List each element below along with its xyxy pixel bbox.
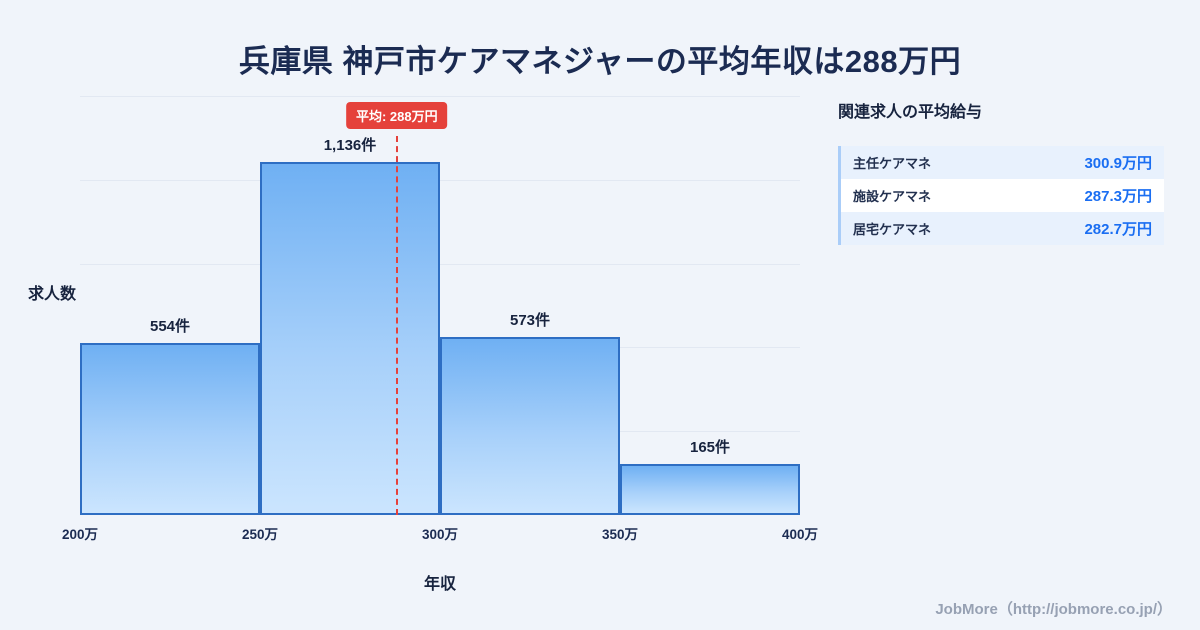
gridline — [80, 263, 800, 265]
histogram-bar — [440, 337, 620, 515]
salary-row: 居宅ケアマネ 282.7万円 — [841, 212, 1164, 245]
salary-row: 主任ケアマネ 300.9万円 — [841, 146, 1164, 179]
related-salary-heading: 関連求人の平均給与 — [838, 104, 983, 121]
histogram-bar — [80, 343, 260, 515]
x-axis-tick-label: 400万 — [781, 527, 819, 542]
related-salary-panel: 関連求人の平均給与 主任ケアマネ 300.9万円施設ケアマネ 287.3万円居宅ケア… — [838, 98, 1164, 245]
histogram-column: 573件 — [440, 96, 620, 515]
histogram-bar — [620, 463, 800, 515]
x-axis-ticks: 200万 250万 300万 350万 400万 — [62, 523, 818, 543]
histogram-bar — [260, 162, 440, 515]
x-axis-label: 年収 — [423, 576, 456, 593]
mean-dashed-line — [395, 136, 398, 515]
mean-value-badge: 平均: 288万円 — [345, 102, 448, 129]
gridline — [80, 179, 800, 181]
salary-row-label: 主任ケアマネ — [853, 156, 932, 171]
gridline — [80, 96, 800, 97]
histogram-column: 165件 — [620, 96, 800, 515]
site-credit: JobMore（http://jobmore.co.jp/） — [935, 601, 1172, 618]
bar-count-label: 1,136件 — [323, 137, 377, 155]
x-axis-tick-label: 250万 — [241, 527, 279, 542]
bar-count-label: 165件 — [689, 438, 731, 456]
salary-row-label: 居宅ケアマネ — [853, 222, 932, 237]
page-title: 兵庫県 神戸市ケアマネジャーの平均年収は288万円 — [238, 44, 962, 79]
histogram-plot-area: 554件 1,136件 573件 165件 平均: 288万円 — [80, 96, 800, 515]
histogram-column: 1,136件 — [260, 96, 440, 515]
salary-row-value: 287.3万円 — [1084, 188, 1152, 205]
salary-row-label: 施設ケアマネ — [853, 189, 932, 204]
x-axis-tick-label: 300万 — [421, 527, 459, 542]
bar-count-label: 554件 — [149, 318, 191, 336]
salary-row-value: 300.9万円 — [1084, 155, 1152, 172]
salary-row-value: 282.7万円 — [1084, 221, 1152, 238]
salary-row: 施設ケアマネ 287.3万円 — [841, 179, 1164, 212]
x-axis-tick-label: 350万 — [601, 527, 639, 542]
related-salary-table: 主任ケアマネ 300.9万円施設ケアマネ 287.3万円居宅ケアマネ 282.7万円 — [838, 146, 1164, 245]
x-axis-tick-label: 200万 — [61, 527, 99, 542]
bar-count-label: 573件 — [509, 312, 551, 330]
y-axis-label: 求人数 — [28, 286, 77, 303]
histogram-column: 554件 — [80, 96, 260, 515]
